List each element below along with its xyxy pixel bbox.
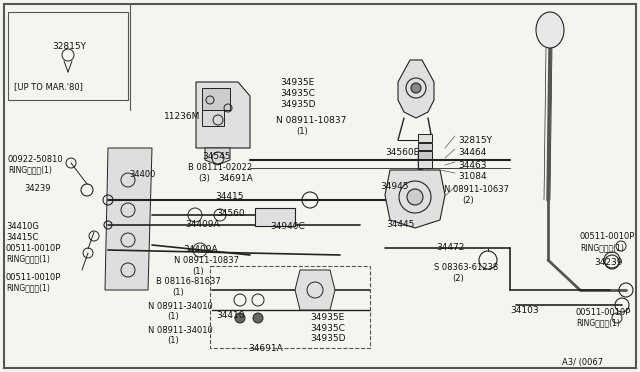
Text: (3): (3) <box>198 174 210 183</box>
Text: 31084: 31084 <box>458 172 486 181</box>
Text: RINGリング(1): RINGリング(1) <box>580 243 624 252</box>
Text: (1): (1) <box>167 336 179 345</box>
Text: 34400: 34400 <box>129 170 156 179</box>
Text: B 08111-02022: B 08111-02022 <box>188 163 252 172</box>
Text: [UP TO MAR.'80]: [UP TO MAR.'80] <box>14 82 83 91</box>
Text: 00511-0010P: 00511-0010P <box>580 232 636 241</box>
Text: 34464: 34464 <box>458 148 486 157</box>
Text: 00511-0010P: 00511-0010P <box>6 244 61 253</box>
Ellipse shape <box>536 12 564 48</box>
Bar <box>255 208 295 226</box>
Text: (1): (1) <box>296 127 308 136</box>
Text: 34409A: 34409A <box>183 245 218 254</box>
Text: 34935C: 34935C <box>280 89 315 98</box>
Bar <box>418 134 432 142</box>
Text: 34409A: 34409A <box>185 220 220 229</box>
Text: 34545: 34545 <box>202 152 230 161</box>
Text: 34445: 34445 <box>386 220 414 229</box>
Text: 34935C: 34935C <box>310 324 345 333</box>
Polygon shape <box>398 60 434 118</box>
Circle shape <box>235 313 245 323</box>
Bar <box>202 110 224 126</box>
Text: 34472: 34472 <box>436 243 465 252</box>
Text: 34945: 34945 <box>380 182 408 191</box>
Text: 34935D: 34935D <box>310 334 346 343</box>
Text: B 08116-81637: B 08116-81637 <box>156 277 221 286</box>
Text: 34560: 34560 <box>216 209 244 218</box>
Text: 34691A: 34691A <box>248 344 283 353</box>
Text: 32815Y: 32815Y <box>52 42 86 51</box>
Text: (1): (1) <box>167 312 179 321</box>
Text: 00511-0010P: 00511-0010P <box>576 308 632 317</box>
Text: 34103: 34103 <box>510 306 539 315</box>
Text: S 08363-61238: S 08363-61238 <box>434 263 499 272</box>
Bar <box>210 266 370 348</box>
Circle shape <box>411 83 421 93</box>
Text: 34935E: 34935E <box>280 78 314 87</box>
Text: 34415C: 34415C <box>6 233 38 242</box>
Text: 00922-50810: 00922-50810 <box>8 155 63 164</box>
Text: (1): (1) <box>192 267 204 276</box>
Text: N 08911-10637: N 08911-10637 <box>444 185 509 194</box>
Text: 34410G: 34410G <box>6 222 39 231</box>
Bar <box>418 151 432 159</box>
Text: (2): (2) <box>452 274 464 283</box>
Text: 34463: 34463 <box>458 161 486 170</box>
Text: N 08911-10837: N 08911-10837 <box>174 256 239 265</box>
Polygon shape <box>385 170 445 228</box>
Bar <box>418 143 432 150</box>
Text: (1): (1) <box>172 288 184 297</box>
Text: N 08911-34010: N 08911-34010 <box>148 326 212 335</box>
Text: A3/ (0067: A3/ (0067 <box>562 358 603 367</box>
Text: RINGリング(1): RINGリング(1) <box>576 318 620 327</box>
Text: 34410: 34410 <box>216 311 244 320</box>
Text: 11236M: 11236M <box>164 112 200 121</box>
Text: 34935E: 34935E <box>310 313 344 322</box>
Text: N 08911-34010: N 08911-34010 <box>148 302 212 311</box>
Polygon shape <box>196 82 250 148</box>
Text: 34935D: 34935D <box>280 100 316 109</box>
Text: 34940C: 34940C <box>270 222 305 231</box>
Polygon shape <box>295 270 335 310</box>
Text: RINGリング(1): RINGリング(1) <box>8 165 52 174</box>
Text: 34239: 34239 <box>24 184 51 193</box>
Bar <box>8 12 128 100</box>
Circle shape <box>253 313 263 323</box>
Polygon shape <box>105 148 152 290</box>
Text: 34415: 34415 <box>215 192 243 201</box>
Text: (2): (2) <box>462 196 474 205</box>
Text: RINGリング(1): RINGリング(1) <box>6 283 50 292</box>
Text: 34239: 34239 <box>594 258 623 267</box>
Bar <box>202 88 230 110</box>
Polygon shape <box>205 148 230 165</box>
Text: 32815Y: 32815Y <box>458 136 492 145</box>
Text: 00511-0010P: 00511-0010P <box>6 273 61 282</box>
Text: N 08911-10837: N 08911-10837 <box>276 116 346 125</box>
Text: RINGリング(1): RINGリング(1) <box>6 254 50 263</box>
Text: 34560E: 34560E <box>385 148 419 157</box>
Text: 34691A: 34691A <box>218 174 253 183</box>
Circle shape <box>407 189 423 205</box>
Bar <box>418 160 432 168</box>
